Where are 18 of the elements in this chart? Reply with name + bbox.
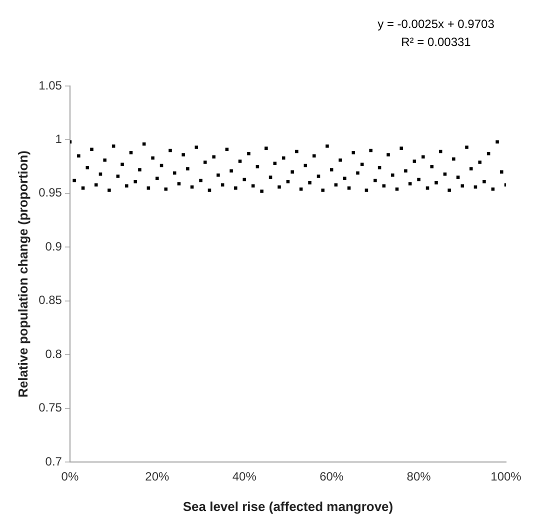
text: R² = 0.00331 [401,35,472,49]
x-tick-label: 40% [232,470,257,484]
x-tick-label: 80% [406,470,432,484]
x-axis-title: Sea level rise (affected mangrove) [182,498,394,514]
x-tick-label: 60% [320,470,344,484]
x-tick-label: 0% [61,470,79,484]
y-axis-title: Relative population change (proportion) [15,150,30,398]
y-tick-label: 1.05 [38,78,62,92]
y-tick-label: 0.8 [45,346,62,361]
y-tick-label: 0.85 [38,293,62,308]
y-tick-label: 0.9 [45,239,62,254]
y-tick-label: 0.95 [38,186,62,200]
y-tick-label: 0.7 [45,454,62,468]
x-tick-label: 100% [490,470,522,484]
y-tick-label: 1 [55,132,62,146]
x-tick-label: 20% [145,470,170,484]
text: y = -0.0025x + 0.9703 [378,17,495,31]
y-tick-label: 0.75 [38,400,62,415]
